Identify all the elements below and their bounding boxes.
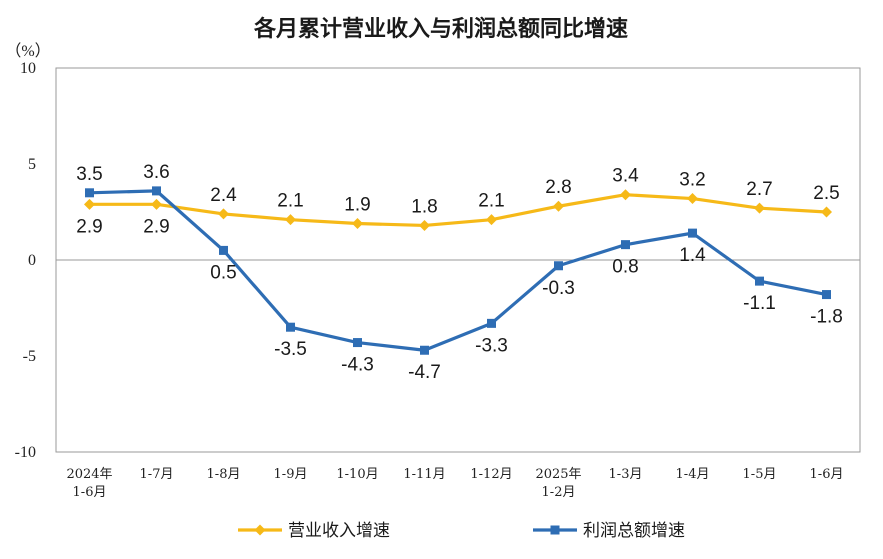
profit-data-label: 0.8 (612, 257, 638, 278)
revenue-series-line (89, 193, 827, 228)
data-point-square (621, 240, 630, 250)
data-point-square (85, 188, 94, 198)
data-point-square (353, 338, 362, 348)
data-point-square (420, 345, 429, 355)
revenue-data-label: 1.8 (411, 196, 437, 217)
x-tick-line: 1-6月 (73, 485, 107, 500)
revenue-data-label: 3.2 (679, 170, 705, 191)
data-point-diamond (84, 198, 95, 210)
x-tick-label: 1-8月 (207, 467, 241, 482)
revenue-data-label: 2.5 (813, 183, 839, 204)
x-tick-label: 1-6月 (810, 467, 844, 482)
data-point-diamond (821, 206, 832, 218)
x-tick-line: 1-4月 (676, 467, 710, 482)
x-tick-label: 1-12月 (470, 467, 512, 482)
x-tick-label: 1-4月 (676, 467, 710, 482)
data-point-square (554, 261, 563, 271)
legend-profit-label: 利润总额增速 (583, 521, 685, 541)
x-tick-line: 1-6月 (810, 467, 844, 482)
y-tick-label: 5 (28, 156, 36, 173)
legend-revenue-label: 营业收入增速 (288, 521, 390, 541)
revenue-data-label: 2.1 (277, 191, 303, 212)
data-point-square (487, 318, 496, 328)
x-tick-label: 1-3月 (609, 467, 643, 482)
x-tick-line: 1-12月 (470, 467, 512, 482)
x-tick-line: 1-10月 (336, 467, 378, 482)
x-tick-line: 1-11月 (403, 467, 445, 482)
x-tick-line: 2024年 (66, 467, 112, 482)
data-point-square (550, 525, 560, 535)
data-point-diamond (754, 202, 765, 214)
data-point-diamond (151, 198, 162, 210)
data-point-diamond (620, 189, 631, 201)
profit-data-label: -4.3 (341, 355, 374, 376)
x-tick-line: 1-8月 (207, 467, 241, 482)
revenue-data-label: 2.9 (143, 216, 169, 237)
x-tick-line: 1-2月 (542, 485, 576, 500)
revenue-data-label: 2.7 (746, 179, 772, 200)
profit-data-label: 3.5 (76, 164, 102, 185)
data-point-diamond (285, 214, 296, 226)
x-tick-label: 1-7月 (140, 467, 174, 482)
profit-data-label: -1.8 (810, 307, 843, 328)
x-tick-label: 1-11月 (403, 467, 445, 482)
revenue-data-label: 2.9 (76, 216, 102, 237)
x-tick-line: 2025年 (535, 467, 581, 482)
x-tick-line: 1-9月 (274, 467, 308, 482)
data-point-square (219, 245, 228, 255)
revenue-data-label: 1.9 (344, 195, 370, 216)
data-point-diamond (553, 200, 564, 212)
data-point-square (755, 276, 764, 286)
profit-data-label: 0.5 (210, 262, 236, 283)
profit-series-line (89, 189, 827, 352)
data-point-diamond (352, 218, 363, 230)
revenue-data-label: 2.4 (210, 185, 237, 206)
data-point-diamond (254, 524, 266, 536)
y-tick-label: 0 (28, 252, 36, 269)
profit-data-label: -3.5 (274, 339, 307, 360)
y-tick-label: -5 (23, 348, 36, 365)
x-tick-label: 1-10月 (336, 467, 378, 482)
y-tick-label: -10 (15, 444, 36, 461)
revenue-data-label: 2.8 (545, 177, 571, 198)
x-tick-label: 1-9月 (274, 467, 308, 482)
revenue-data-label: 2.1 (478, 191, 504, 212)
data-point-square (286, 322, 295, 332)
data-point-diamond (419, 219, 430, 231)
x-tick-label: 2024年 1-6月 (66, 467, 112, 500)
x-tick-label: 1-5月 (743, 467, 777, 482)
profit-data-label: -3.3 (475, 335, 508, 356)
revenue-data-label: 3.4 (612, 166, 639, 187)
data-point-square (688, 228, 697, 238)
x-tick-line: 1-5月 (743, 467, 777, 482)
profit-data-label: -0.3 (542, 278, 575, 299)
x-tick-line: 1-7月 (140, 467, 174, 482)
profit-data-label: -1.1 (743, 293, 776, 314)
x-tick-label: 2025年 1-2月 (535, 467, 581, 500)
profit-data-label: 1.4 (679, 245, 706, 266)
data-point-diamond (218, 208, 229, 220)
data-point-square (152, 186, 161, 196)
profit-data-label: -4.7 (408, 362, 441, 383)
y-axis-unit-label: （%） (5, 42, 50, 60)
profit-data-label: 3.6 (143, 162, 169, 183)
y-tick-label: 10 (20, 60, 36, 77)
data-point-diamond (687, 193, 698, 205)
chart-title: 各月累计营业收入与利润总额同比增速 (253, 16, 628, 42)
data-point-square (822, 290, 831, 300)
x-tick-line: 1-3月 (609, 467, 643, 482)
data-point-diamond (486, 214, 497, 226)
